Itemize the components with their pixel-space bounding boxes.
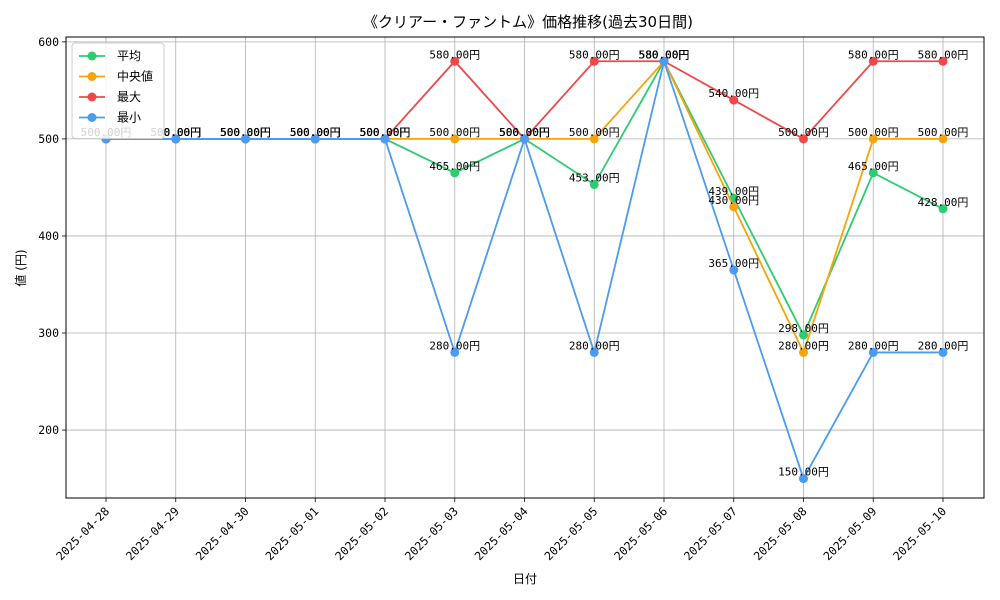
data-label: 500.00円 xyxy=(848,126,899,139)
data-point xyxy=(450,134,460,144)
data-point xyxy=(589,180,599,190)
data-label: 280.00円 xyxy=(569,339,620,352)
data-point xyxy=(799,347,808,357)
data-point xyxy=(380,134,390,144)
data-point xyxy=(659,56,669,66)
data-point xyxy=(938,347,948,357)
data-label: 500.00円 xyxy=(429,126,480,139)
data-point xyxy=(868,56,878,66)
data-label: 500.00円 xyxy=(569,126,620,139)
data-point xyxy=(589,347,599,357)
chart-title: 《クリアー・ファントム》価格推移(過去30日間) xyxy=(363,13,693,31)
legend-label: 最大 xyxy=(117,90,141,104)
data-point xyxy=(868,134,878,144)
legend-marker xyxy=(87,92,97,102)
data-label: 500.00円 xyxy=(499,126,550,139)
data-label: 500.00円 xyxy=(778,126,829,139)
data-label: 580.00円 xyxy=(639,48,690,61)
legend-marker xyxy=(87,72,97,81)
data-label: 430.00円 xyxy=(708,194,759,207)
data-point xyxy=(938,204,948,214)
legend-label: 中央値 xyxy=(117,69,153,84)
data-label: 280.00円 xyxy=(429,339,480,352)
data-label: 580.00円 xyxy=(639,48,690,61)
data-point xyxy=(799,474,808,484)
data-label: 500.00円 xyxy=(360,126,411,139)
legend-label: 平均 xyxy=(117,49,141,63)
data-point xyxy=(938,56,948,66)
plot-frame xyxy=(65,36,985,499)
data-point xyxy=(450,347,460,357)
data-label: 280.00円 xyxy=(848,339,899,352)
data-point xyxy=(868,168,878,178)
y-axis-label: 値 (円) xyxy=(13,249,28,286)
y-tick-label: 600 xyxy=(38,35,59,49)
data-point xyxy=(799,330,808,340)
data-label: 428.00円 xyxy=(918,196,969,209)
x-axis-label: 日付 xyxy=(513,572,537,586)
data-point xyxy=(868,347,878,357)
data-point xyxy=(310,134,320,144)
data-point xyxy=(589,56,599,66)
data-label: 500.00円 xyxy=(360,126,411,139)
data-label: 280.00円 xyxy=(918,339,969,352)
data-label: 465.00円 xyxy=(429,160,480,173)
data-label: 365.00円 xyxy=(708,257,759,270)
data-label: 500.00円 xyxy=(290,126,341,139)
data-point xyxy=(450,56,460,66)
data-label: 500.00円 xyxy=(290,126,341,139)
data-point xyxy=(729,95,739,105)
data-label: 280.00円 xyxy=(778,339,829,352)
data-label: 500.00円 xyxy=(918,126,969,139)
legend-label: 最小 xyxy=(117,111,141,125)
data-label: 500.00円 xyxy=(220,126,271,139)
data-label: 580.00円 xyxy=(429,48,480,61)
data-label: 500.00円 xyxy=(220,126,271,139)
data-label: 580.00円 xyxy=(918,48,969,61)
data-label: 465.00円 xyxy=(848,160,899,173)
data-point xyxy=(799,134,808,144)
data-label: 500.00円 xyxy=(499,126,550,139)
legend-marker xyxy=(87,113,97,122)
data-point xyxy=(938,134,948,144)
legend-marker xyxy=(87,51,97,61)
data-point xyxy=(589,134,599,144)
y-tick-label: 200 xyxy=(38,423,59,437)
data-label: 500.00円 xyxy=(290,126,341,139)
series-lines xyxy=(101,56,948,484)
data-label: 453.00円 xyxy=(569,172,620,185)
data-point xyxy=(241,134,250,144)
data-label: 580.00円 xyxy=(848,48,899,61)
data-label: 500.00円 xyxy=(360,126,411,139)
data-point xyxy=(729,265,739,275)
y-tick-label: 300 xyxy=(38,326,59,340)
y-tick-label: 400 xyxy=(38,229,59,243)
data-label: 439.00円 xyxy=(708,185,759,198)
data-point xyxy=(171,134,181,144)
data-label: 580.00円 xyxy=(639,48,690,61)
y-tick-label: 500 xyxy=(38,132,59,146)
data-label: 500.00円 xyxy=(499,126,550,139)
data-label: 500.00円 xyxy=(360,126,411,139)
data-label: 580.00円 xyxy=(569,48,620,61)
data-label: 500.00円 xyxy=(499,126,550,139)
data-point xyxy=(450,168,460,178)
data-label: 150.00円 xyxy=(778,466,829,479)
data-label: 298.00円 xyxy=(778,322,829,335)
data-point xyxy=(729,202,739,212)
data-label: 580.00円 xyxy=(639,48,690,61)
data-label: 540.00円 xyxy=(708,87,759,100)
data-label: 500.00円 xyxy=(220,126,271,139)
data-point xyxy=(520,134,529,144)
data-label: 500.00円 xyxy=(220,126,271,139)
data-label: 500.00円 xyxy=(290,126,341,139)
